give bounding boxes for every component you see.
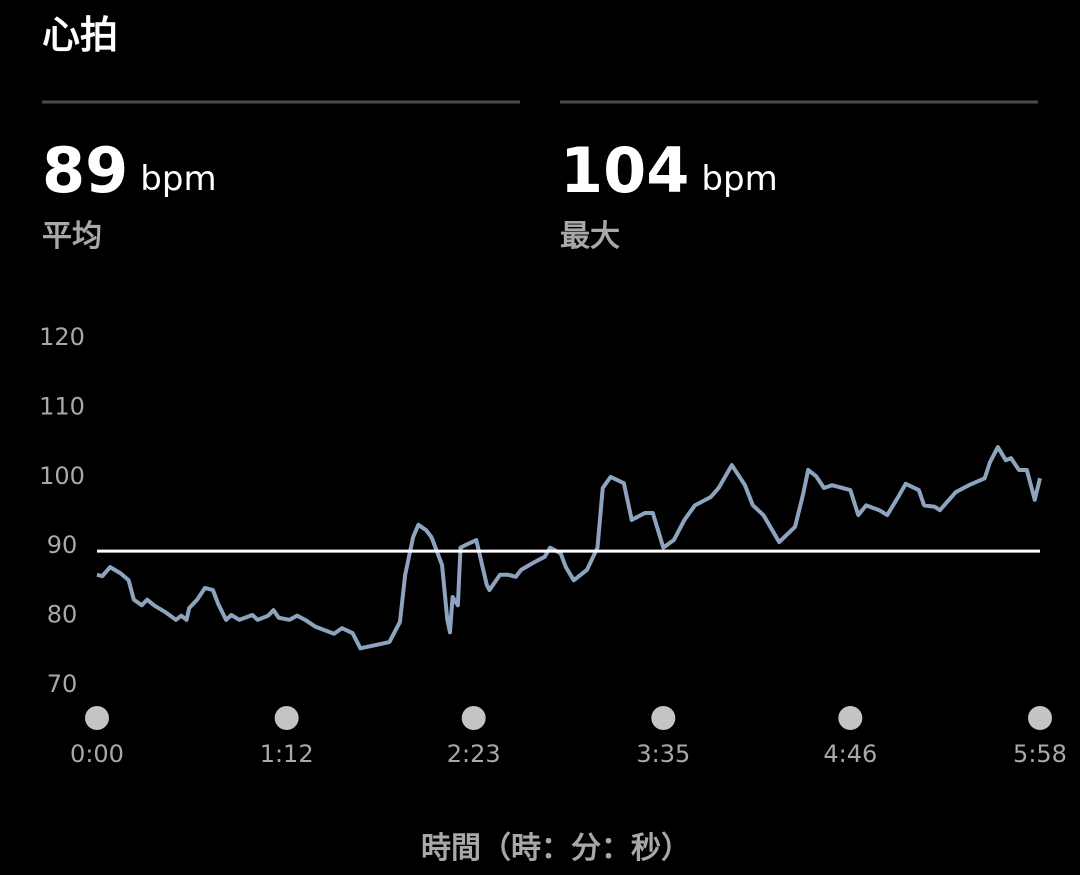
x-tick-label: 3:35: [636, 740, 690, 768]
y-tick-label: 120: [39, 323, 85, 351]
x-tick-label: 2:23: [447, 740, 501, 768]
y-tick-label: 90: [47, 531, 78, 559]
stat-value: 104: [560, 134, 689, 207]
x-tick-dot: [838, 706, 863, 730]
x-tick-dot: [1028, 706, 1052, 730]
x-tick-dot: [85, 706, 109, 730]
x-tick-label: 4:46: [823, 740, 877, 768]
stat-label: 最大: [560, 219, 620, 254]
screen-title: 心拍: [42, 13, 118, 57]
x-tick-label: 0:00: [70, 740, 124, 768]
y-tick-label: 100: [39, 462, 85, 490]
y-tick-label: 80: [47, 601, 78, 629]
heart-rate-line: [96, 445, 1042, 651]
x-tick-dot: [651, 706, 676, 730]
stat-value: 89: [42, 134, 128, 207]
y-tick-label: 70: [47, 670, 78, 698]
x-tick-dot: [274, 706, 299, 730]
x-tick-label: 5:58: [1013, 740, 1067, 768]
y-tick-label: 110: [39, 392, 85, 420]
stat-label: 平均: [42, 219, 102, 254]
stat-unit: bpm: [701, 159, 777, 199]
x-tick-dot: [461, 706, 486, 730]
x-axis-label: 時間（時：分：秒）: [421, 831, 691, 866]
x-tick-label: 1:12: [260, 740, 314, 768]
stat-unit: bpm: [140, 159, 216, 199]
